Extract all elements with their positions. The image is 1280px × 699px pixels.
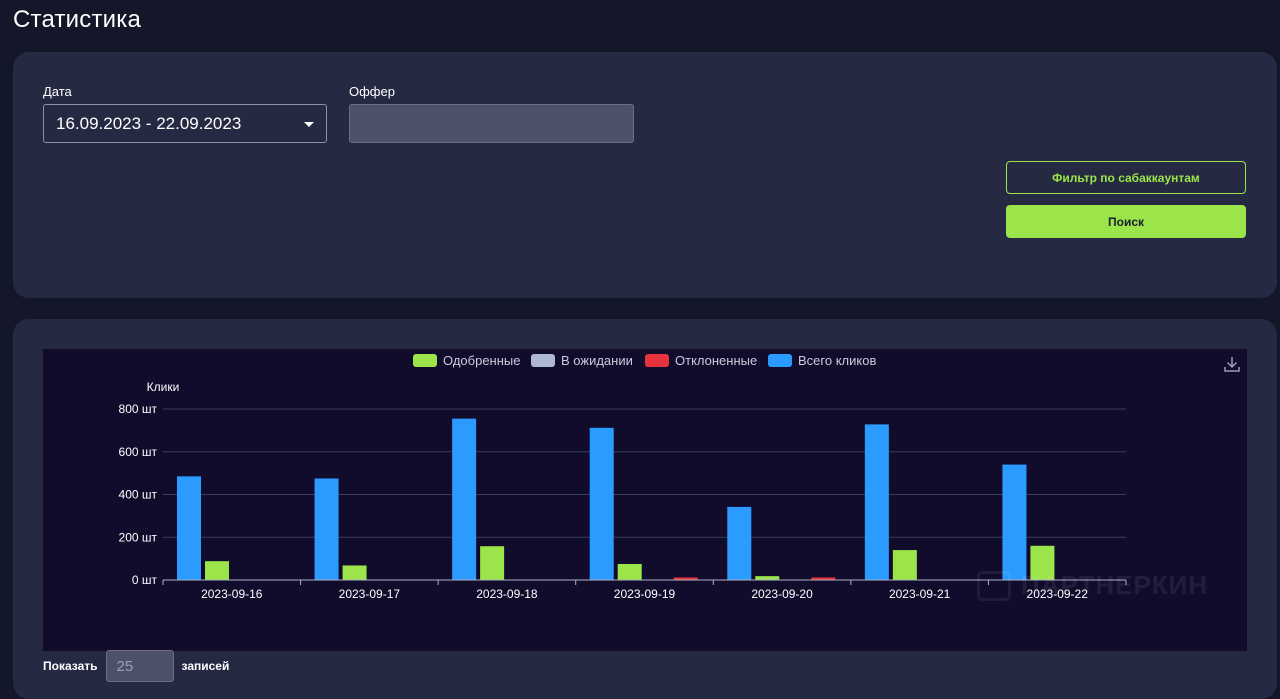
y-tick-label: 400 шт bbox=[119, 488, 158, 502]
legend-label: Одобренные bbox=[443, 353, 520, 368]
x-tick-label: 2023-09-16 bbox=[201, 587, 263, 601]
x-tick-label: 2023-09-22 bbox=[1027, 587, 1089, 601]
watermark: ПАРТНЕРКИН bbox=[977, 570, 1208, 601]
legend-label: В ожидании bbox=[561, 353, 633, 368]
filter-panel: Дата 16.09.2023 - 22.09.2023 Оффер Фильт… bbox=[13, 52, 1277, 298]
offer-input[interactable] bbox=[349, 104, 634, 143]
y-tick-label: 200 шт bbox=[119, 530, 158, 544]
show-label: Показать bbox=[43, 659, 98, 673]
bar-approved[interactable] bbox=[205, 561, 229, 580]
bar-approved[interactable] bbox=[480, 546, 505, 580]
legend-label: Отклоненные bbox=[675, 353, 757, 368]
legend-item[interactable]: В ожидании bbox=[531, 353, 633, 368]
legend-swatch bbox=[645, 354, 669, 367]
bar-rejected[interactable] bbox=[811, 577, 836, 580]
date-label: Дата bbox=[43, 84, 72, 99]
subaccount-filter-button[interactable]: Фильтр по сабаккаунтам bbox=[1006, 161, 1246, 194]
watermark-logo-icon bbox=[977, 570, 1011, 601]
bar-clicks[interactable] bbox=[727, 506, 752, 580]
legend-item[interactable]: Всего кликов bbox=[768, 353, 876, 368]
bar-clicks[interactable] bbox=[314, 478, 339, 580]
legend-label: Всего кликов bbox=[798, 353, 876, 368]
page-size-row: Показать 25 записей bbox=[43, 650, 229, 682]
bar-approved[interactable] bbox=[755, 576, 780, 580]
date-range-value: 16.09.2023 - 22.09.2023 bbox=[56, 113, 242, 133]
bar-approved[interactable] bbox=[617, 563, 642, 580]
legend-item[interactable]: Одобренные bbox=[413, 353, 520, 368]
x-tick-label: 2023-09-19 bbox=[614, 587, 676, 601]
x-tick-label: 2023-09-17 bbox=[339, 587, 401, 601]
bar-approved[interactable] bbox=[342, 565, 367, 580]
download-icon[interactable] bbox=[1223, 355, 1241, 373]
legend-swatch bbox=[413, 354, 437, 367]
bar-chart: Одобренные В ожидании Отклоненные Всего кли… bbox=[119, 353, 1127, 601]
y-tick-label: 0 шт bbox=[132, 573, 158, 587]
legend-item[interactable]: Отклоненные bbox=[645, 353, 757, 368]
y-tick-label: 800 шт bbox=[119, 402, 158, 416]
bar-clicks[interactable] bbox=[177, 476, 201, 580]
offer-label: Оффер bbox=[349, 84, 395, 99]
page-size-value: 25 bbox=[116, 657, 134, 675]
x-tick-label: 2023-09-18 bbox=[476, 587, 538, 601]
y-axis-label: Клики bbox=[147, 380, 180, 394]
y-tick-label: 600 шт bbox=[119, 445, 158, 459]
chart-panel: Одобренные В ожидании Отклоненные Всего кли… bbox=[13, 319, 1277, 699]
records-label: записей bbox=[181, 659, 230, 673]
x-tick-label: 2023-09-20 bbox=[751, 587, 813, 601]
bar-clicks[interactable] bbox=[1002, 464, 1027, 580]
bar-clicks[interactable] bbox=[452, 418, 477, 580]
search-button[interactable]: Поиск bbox=[1006, 205, 1246, 238]
legend-swatch bbox=[768, 354, 792, 367]
bar-clicks[interactable] bbox=[589, 427, 614, 580]
page-size-select[interactable]: 25 bbox=[105, 650, 174, 682]
page-title: Статистика bbox=[13, 6, 142, 33]
bar-clicks[interactable] bbox=[864, 424, 889, 580]
bar-approved[interactable] bbox=[892, 550, 917, 580]
chart-container: Одобренные В ожидании Отклоненные Всего кли… bbox=[43, 349, 1247, 651]
watermark-text: ПАРТНЕРКИН bbox=[1021, 570, 1209, 600]
chevron-down-icon bbox=[304, 122, 314, 127]
bar-rejected[interactable] bbox=[673, 577, 698, 580]
x-tick-label: 2023-09-21 bbox=[889, 587, 951, 601]
bar-approved[interactable] bbox=[1030, 545, 1055, 580]
legend-swatch bbox=[531, 354, 555, 367]
date-range-select[interactable]: 16.09.2023 - 22.09.2023 bbox=[43, 104, 327, 143]
